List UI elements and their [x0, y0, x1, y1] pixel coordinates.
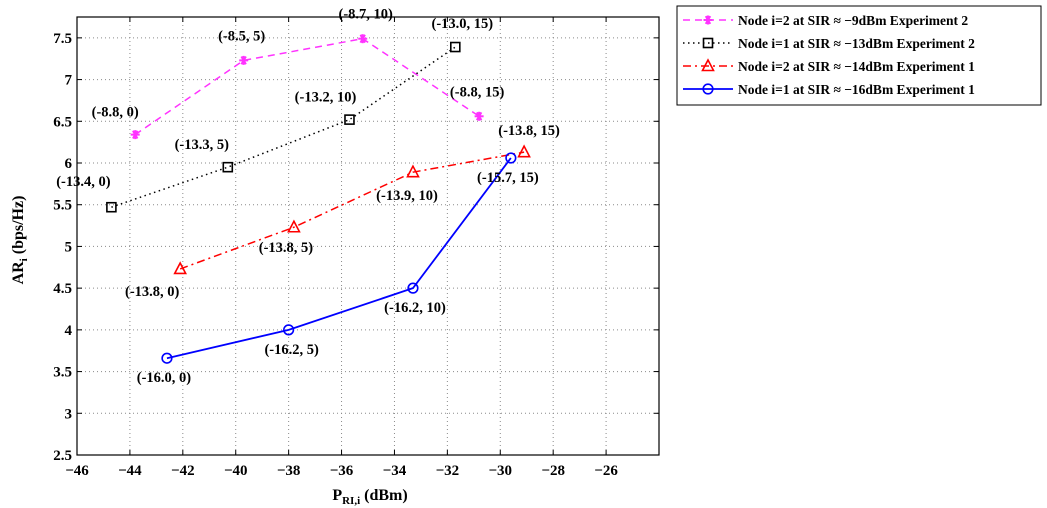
data-point: [406, 164, 420, 178]
data-point: [283, 324, 295, 336]
marker-shape: [505, 152, 517, 164]
series-1: [130, 34, 484, 140]
marker-shape: [106, 201, 117, 213]
y-tick-label: 2.5: [53, 448, 72, 464]
data-point: [130, 130, 140, 140]
data-label: (-8.5, 5): [218, 28, 265, 44]
legend-marker: [703, 15, 713, 25]
marker-shape: [161, 352, 173, 364]
data-label: (-16.0, 0): [137, 370, 192, 386]
x-tick-label: −30: [488, 463, 512, 479]
y-tick-label: 5.5: [53, 198, 72, 214]
x-tick-label: −36: [330, 463, 354, 479]
y-axis-title: ARi (bps/Hz): [10, 196, 30, 285]
data-label: (-13.0, 15): [431, 16, 493, 32]
x-tick-label: −32: [436, 463, 460, 479]
series-4: [161, 152, 517, 364]
data-labels: (-8.8, 0) (-8.5, 5) (-8.7, 10) (-8.8, 15) (-…: [56, 7, 560, 387]
plot-frame: [76, 16, 660, 456]
x-tick-label: −28: [541, 463, 565, 479]
x-tick-label: −40: [224, 463, 248, 479]
data-label: (-8.8, 15): [450, 84, 505, 100]
y-tick-label: 3: [65, 406, 73, 422]
y-tick-label: 4: [65, 323, 73, 339]
y-tick-label: 6.5: [53, 114, 72, 130]
data-label: (-13.2, 10): [295, 90, 357, 106]
series-2: [106, 41, 461, 213]
data-label: (-16.2, 5): [264, 342, 319, 358]
data-label: (-16.2, 10): [384, 300, 446, 316]
data-label: (-13.8, 15): [498, 123, 560, 139]
legend-label: Node i=2 at SIR ≈ −9dBm Experiment 2: [738, 13, 968, 28]
data-point: [222, 161, 234, 173]
x-tick-label: −26: [594, 463, 618, 479]
data-label: (-8.8, 0): [92, 105, 139, 121]
series-line: [166, 157, 512, 360]
x-tick-label: −38: [277, 463, 301, 479]
data-point: [407, 282, 419, 294]
x-tick-label: −42: [171, 463, 195, 479]
y-tick-label: 7: [65, 73, 73, 89]
legend-label: Node i=1 at SIR ≈ −13dBm Experiment 2: [738, 36, 975, 51]
legend: Node i=2 at SIR ≈ −9dBm Experiment 2 Node…: [676, 5, 1042, 106]
marker-shape: [702, 83, 714, 95]
axis-ticks: −46 −44 −42 −40 −38 −36 −34 −32 −30 −28 −26 2.5 3 3.5…: [53, 17, 659, 479]
legend-label: Node i=2 at SIR ≈ −14dBm Experiment 1: [738, 59, 975, 74]
legend-item-4: Node i=1 at SIR ≈ −16dBm Experiment 1: [683, 82, 975, 97]
legend-marker: [702, 37, 714, 49]
data-label: (-8.7, 10): [339, 7, 394, 23]
data-label: (-15.7, 15): [477, 170, 539, 186]
x-axis-title: PRI,i (dBm): [332, 487, 407, 507]
legend-marker: [701, 58, 715, 72]
data-label: (-13.8, 0): [125, 284, 180, 300]
y-tick-label: 5: [65, 239, 73, 255]
marker-shape: [701, 58, 715, 72]
data-point: [106, 201, 117, 213]
data-point: [449, 41, 461, 53]
series-line: [134, 37, 480, 136]
data-point: [358, 34, 368, 44]
y-tick-label: 4.5: [53, 281, 72, 297]
legend-item-2: Node i=1 at SIR ≈ −13dBm Experiment 2: [683, 36, 975, 51]
marker-shape: [283, 324, 295, 336]
series-3: [173, 144, 531, 275]
data-point: [344, 114, 355, 125]
data-label: (-13.9, 10): [376, 188, 438, 204]
data-label: (-13.3, 5): [175, 137, 230, 153]
marker-shape: [517, 144, 531, 158]
marker-shape: [449, 41, 461, 53]
marker-shape: [702, 37, 714, 49]
marker-shape: [173, 261, 187, 275]
marker-shape: [406, 164, 420, 178]
data-point: [474, 111, 484, 121]
series-line: [179, 151, 525, 270]
data-point: [173, 261, 187, 275]
marker-shape: [344, 114, 355, 125]
y-tick-label: 6: [65, 156, 73, 172]
data-point: [505, 152, 517, 164]
x-tick-label: −34: [383, 463, 407, 479]
data-point: [161, 352, 173, 364]
legend-item-3: Node i=2 at SIR ≈ −14dBm Experiment 1: [683, 58, 975, 74]
y-tick-label: 7.5: [53, 31, 72, 47]
data-label: (-13.4, 0): [56, 174, 111, 190]
legend-marker: [702, 83, 714, 95]
data-label: (-13.8, 5): [259, 240, 314, 256]
legend-box: [676, 5, 1042, 106]
y-tick-label: 3.5: [53, 365, 72, 381]
legend-label: Node i=1 at SIR ≈ −16dBm Experiment 1: [738, 82, 975, 97]
x-tick-label: −46: [65, 463, 89, 479]
series-layer: [106, 34, 531, 364]
marker-shape: [287, 219, 301, 233]
marker-shape: [222, 161, 234, 173]
data-point: [239, 55, 249, 65]
data-point: [287, 219, 301, 233]
x-tick-label: −44: [118, 463, 142, 479]
legend-item-1: Node i=2 at SIR ≈ −9dBm Experiment 2: [683, 13, 968, 28]
marker-shape: [407, 282, 419, 294]
data-point: [517, 144, 531, 158]
